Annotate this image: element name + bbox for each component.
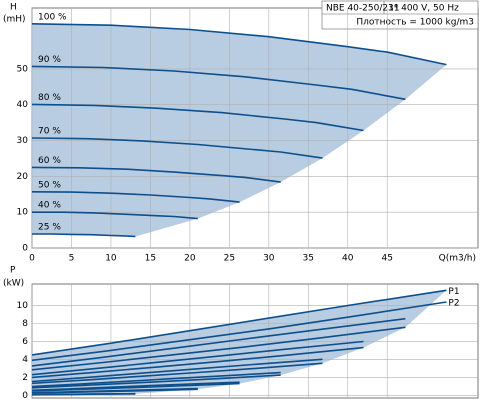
- curve-label: 100 %: [38, 12, 67, 22]
- curve: [31, 23, 447, 66]
- y-label: P: [10, 266, 16, 276]
- y-tick-label: 0: [22, 244, 28, 254]
- x-tick-label: 0: [29, 254, 35, 264]
- curve-label: P2: [448, 298, 459, 308]
- curve: [31, 166, 281, 183]
- y-tick-label: 6: [22, 337, 28, 347]
- curve: [31, 382, 240, 392]
- y-tick-label: 20: [17, 172, 29, 182]
- curve: [31, 191, 240, 203]
- curve: [31, 326, 406, 371]
- y-tick-label: 50: [17, 64, 29, 74]
- x-label: Q(m3/h): [439, 254, 476, 264]
- y-tick-label: 0: [22, 391, 28, 400]
- curve: [32, 211, 198, 220]
- curve-label: 40 %: [38, 201, 61, 211]
- x-tick-label: 25: [224, 254, 235, 264]
- x-tick-label: 30: [263, 254, 275, 264]
- operating-area: [32, 23, 447, 237]
- curve: [31, 65, 406, 101]
- curve-label: 80 %: [38, 93, 61, 103]
- curve-label: 50 %: [38, 180, 61, 190]
- y-tick-label: 30: [17, 136, 29, 146]
- supply: 3* 400 V, 50 Hz: [388, 4, 459, 14]
- curve-label: 25 %: [38, 223, 61, 233]
- curve: [31, 137, 323, 159]
- density: Плотность = 1000 kg/m3: [356, 18, 474, 28]
- y-tick-label: 8: [22, 319, 28, 329]
- y-label: H: [10, 3, 17, 13]
- y-unit: (kW): [3, 279, 24, 289]
- curve: [31, 381, 240, 392]
- y-unit: (mH): [3, 15, 26, 25]
- curve-label: P1: [448, 287, 459, 297]
- x-tick-label: 40: [342, 254, 354, 264]
- y-tick-label: 40: [17, 100, 29, 110]
- curve: [31, 301, 447, 362]
- model: NBE 40-250/211: [326, 4, 400, 14]
- curve-label: 90 %: [38, 55, 61, 65]
- curve: [31, 346, 364, 379]
- y-tick-label: 2: [22, 373, 28, 383]
- x-tick-label: 15: [145, 254, 156, 264]
- curve: [32, 233, 136, 238]
- curve: [31, 388, 198, 394]
- curve: [31, 103, 364, 132]
- curve-label: 60 %: [38, 156, 61, 166]
- curve: [31, 371, 281, 388]
- y-tick-label: 4: [22, 355, 28, 365]
- x-tick-label: 5: [69, 254, 75, 264]
- curve: [31, 358, 323, 383]
- x-tick-label: 10: [105, 254, 117, 264]
- y-tick-label: 10: [17, 208, 29, 218]
- x-tick-label: 45: [381, 254, 392, 264]
- curve-label: 70 %: [38, 127, 61, 137]
- curve: [31, 393, 136, 396]
- x-tick-label: 20: [184, 254, 196, 264]
- y-tick-label: 10: [17, 301, 29, 311]
- curve: [31, 317, 406, 367]
- curve: [31, 340, 364, 376]
- curve: [31, 289, 447, 356]
- curve: [31, 362, 323, 385]
- x-tick-label: 35: [303, 254, 314, 264]
- curve: [31, 374, 281, 389]
